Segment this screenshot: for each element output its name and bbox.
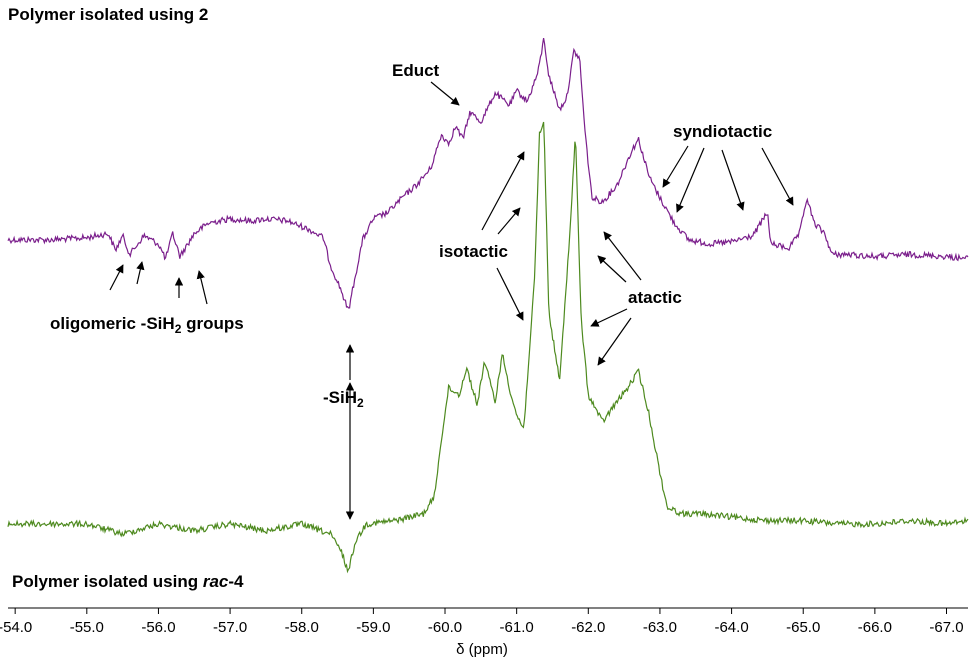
series-line-bottom xyxy=(7,121,969,574)
arrow-olig-2 xyxy=(136,261,145,285)
x-tick-label: -58.0 xyxy=(285,619,319,636)
x-tick-label: -66.0 xyxy=(858,619,892,636)
arrow-atactic-4 xyxy=(597,317,632,366)
x-tick-label: -61.0 xyxy=(500,619,534,636)
x-tick-label: -55.0 xyxy=(70,619,104,636)
bottom-title-main: Polymer isolated using xyxy=(12,572,203,591)
x-tick-label: -57.0 xyxy=(213,619,247,636)
oligomeric-post: groups xyxy=(181,314,243,333)
arrow-syndio-3 xyxy=(721,149,745,211)
top-series-title: Polymer isolated using 2 xyxy=(8,5,208,24)
arrow-atactic-2 xyxy=(597,255,627,283)
x-axis-ticks: -54.0 -55.0 -56.0 -57.0 -58.0 -59.0 -60.0 -61.0… xyxy=(0,608,964,636)
x-tick-label: -56.0 xyxy=(141,619,175,636)
arrow-olig-4 xyxy=(196,270,208,305)
series-top-polymer-2 xyxy=(7,37,969,309)
arrow-atactic-3 xyxy=(590,308,628,327)
sih2-sub: 2 xyxy=(357,396,364,410)
arrow-olig-1 xyxy=(109,264,124,291)
series-line-top xyxy=(7,37,969,309)
oligomeric-sub: 2 xyxy=(175,322,182,336)
series-bottom-polymer-rac4 xyxy=(7,121,969,574)
bottom-series-title: Polymer isolated using rac-4 xyxy=(12,572,244,591)
arrow-atactic-1 xyxy=(603,231,642,281)
x-tick-label: -62.0 xyxy=(571,619,605,636)
annotation-isotactic: isotactic xyxy=(439,242,508,261)
x-tick-label: -63.0 xyxy=(643,619,677,636)
arrow-iso-1 xyxy=(481,151,525,231)
x-tick-label: -59.0 xyxy=(356,619,390,636)
x-tick-label: -65.0 xyxy=(786,619,820,636)
x-tick-label: -67.0 xyxy=(929,619,963,636)
arrow-iso-2 xyxy=(497,207,521,235)
arrow-syndio-1 xyxy=(662,145,689,188)
arrow-syndio-2 xyxy=(676,147,705,213)
arrow-educt xyxy=(430,81,460,106)
annotation-educt: Educt xyxy=(392,61,440,80)
annotation-atactic: atactic xyxy=(628,288,682,307)
annotation-sih2: -SiH2 xyxy=(323,388,364,410)
oligomeric-pre: oligomeric -SiH xyxy=(50,314,175,333)
annotation-oligomeric: oligomeric -SiH2 groups xyxy=(50,314,244,336)
sih2-pre: -SiH xyxy=(323,388,357,407)
annotation-syndiotactic: syndiotactic xyxy=(673,122,772,141)
bottom-title-suffix: -4 xyxy=(228,572,244,591)
x-tick-label: -64.0 xyxy=(714,619,748,636)
arrow-iso-3 xyxy=(496,267,524,321)
x-tick-label: -54.0 xyxy=(0,619,32,636)
arrow-syndio-4 xyxy=(761,147,794,206)
x-tick-label: -60.0 xyxy=(428,619,462,636)
bottom-title-italic: rac xyxy=(203,572,229,591)
x-axis-title: δ (ppm) xyxy=(456,641,508,658)
